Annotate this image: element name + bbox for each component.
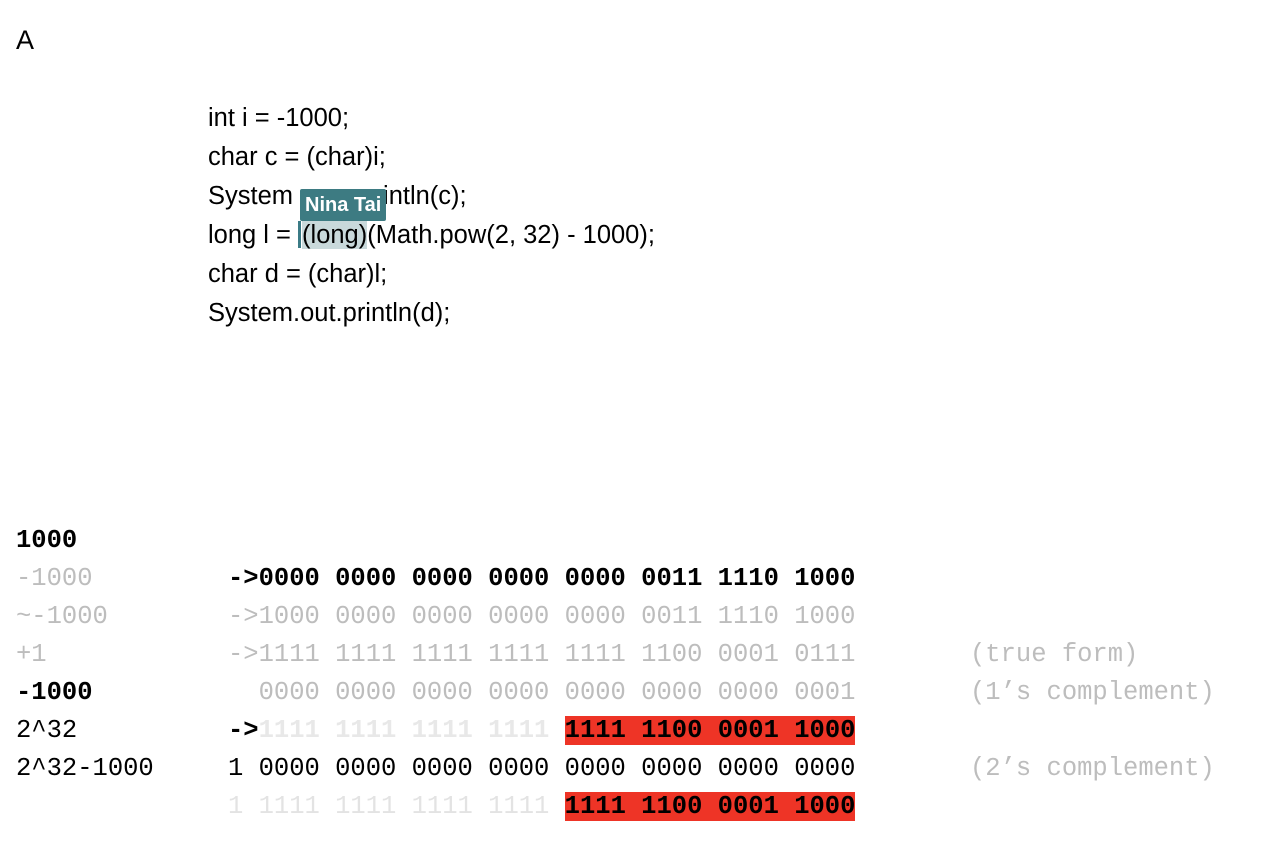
row-note: (true form) xyxy=(970,640,1139,669)
code-line: int i = -1000; xyxy=(208,104,350,132)
row-label: ~-1000 xyxy=(16,602,108,631)
row-bits-high: 1 1111 1111 1111 1111 xyxy=(228,792,565,821)
row-bits: ->1111 1111 1111 1111 1111 1100 0001 011… xyxy=(228,640,856,669)
code-line: long l = (long)(Math.pow(2, 32) - 1000); xyxy=(208,216,655,255)
row-label: -1000 xyxy=(16,564,93,593)
selected-text: (long) xyxy=(302,221,368,249)
code-text: intln(c); xyxy=(383,182,467,210)
code-text: long l = xyxy=(208,221,299,249)
collaborator-name-tag: Nina Tai xyxy=(300,189,387,221)
row-note: (1’s complement) xyxy=(970,678,1215,707)
highlighted-bits: 1111 1100 0001 1000 xyxy=(564,792,856,821)
row-label: -1000 xyxy=(16,678,93,707)
code-text: System xyxy=(208,182,294,210)
row-label: 2^32 xyxy=(16,716,78,745)
row-bits: ->0000 0000 0000 0000 0000 0011 1110 100… xyxy=(228,564,856,593)
row-bits: 0000 0000 0000 0000 0000 0000 0000 0001 xyxy=(228,678,856,707)
row-label: +1 xyxy=(16,640,47,669)
table-row: -1000 ->1111 1111 1111 1111 1111 1100 00… xyxy=(16,636,1215,783)
highlighted-bits: 1111 1100 0001 1000 xyxy=(564,716,856,745)
row-label: 1000 xyxy=(16,526,78,555)
table-row: 2^32-1000 1 1111 1111 1111 1111 1111 110… xyxy=(16,712,856,821)
row-note: (2’s complement) xyxy=(970,754,1215,783)
section-heading: A xyxy=(16,25,35,55)
code-line: char c = (char)i; xyxy=(208,143,386,171)
row-bits: 1 0000 0000 0000 0000 0000 0000 0000 000… xyxy=(228,754,856,783)
code-block[interactable]: int i = -1000; char c = (char)i; System i… xyxy=(208,99,655,333)
arrow: -> xyxy=(228,716,259,745)
code-line: System.out.println(d); xyxy=(208,299,451,327)
table-row: 2^32 1 0000 0000 0000 0000 0000 0000 000… xyxy=(16,674,855,783)
table-row: -1000 ->1000 0000 0000 0000 0000 0011 11… xyxy=(16,522,1138,669)
row-label: 2^32-1000 xyxy=(16,754,154,783)
binary-table: 1000 ->0000 0000 0000 0000 0000 0011 111… xyxy=(16,484,1215,821)
row-bits: ->1000 0000 0000 0000 0000 0011 1110 100… xyxy=(228,602,856,631)
code-line: System intln(c); xyxy=(208,177,655,216)
code-text: (Math.pow(2, 32) - 1000); xyxy=(367,221,655,249)
code-line: char d = (char)l; xyxy=(208,260,388,288)
collaborator-cursor xyxy=(298,221,302,248)
table-row: +1 0000 0000 0000 0000 0000 0000 0000 00… xyxy=(16,598,855,707)
table-row: 1000 ->0000 0000 0000 0000 0000 0011 111… xyxy=(16,484,855,593)
table-row: ~-1000 ->1111 1111 1111 1111 1111 1100 0… xyxy=(16,560,1215,707)
row-bits-high: 1111 1111 1111 1111 xyxy=(258,716,565,745)
